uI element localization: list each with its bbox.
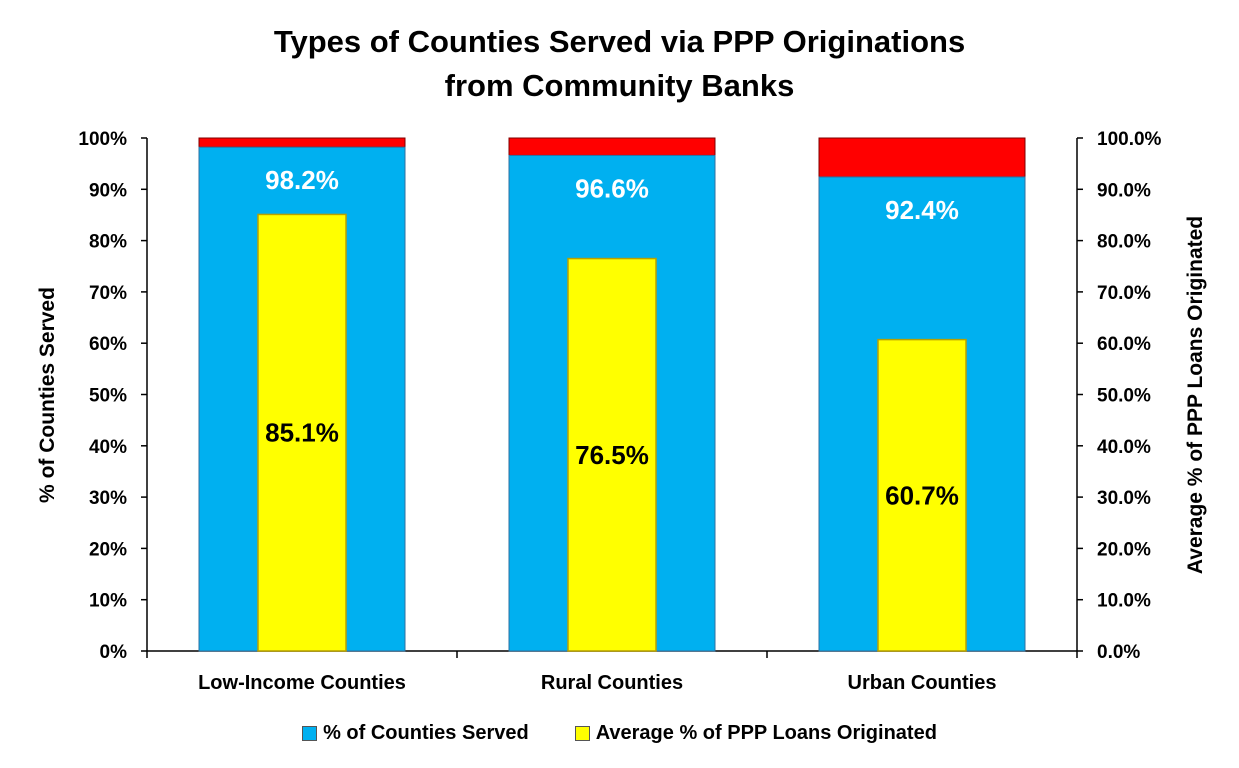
y-tick-label-right: 20.0% [1097,539,1151,560]
legend-swatch-yellow [574,726,590,741]
y-tick-label-left: 50% [89,386,127,407]
y-tick-label-right: 90.0% [1097,180,1151,201]
y-tick-label-right: 10.0% [1097,591,1151,612]
legend-label: Average % of PPP Loans Originated [595,722,937,744]
bar-ppp-loans [877,338,967,652]
data-label-counties-served: 92.4% [885,195,959,225]
x-category-label: Rural Counties [541,672,683,694]
y-tick-label-right: 60.0% [1097,334,1151,355]
y-tick-label-left: 20% [89,539,127,560]
legend: % of Counties Served Average % of PPP Lo… [0,722,1239,745]
y-tick-label-left: 10% [89,591,127,612]
y-tick-label-left: 90% [89,180,127,201]
data-label-counties-served: 96.6% [575,173,649,203]
y-tick-label-left: 100% [78,129,127,150]
y-tick-label-left: 30% [89,488,127,509]
y-tick-label-right: 80.0% [1097,232,1151,253]
data-label-ppp-loans: 60.7% [885,480,959,510]
bar-remainder [818,137,1026,178]
data-label-counties-served: 98.2% [265,165,339,195]
legend-item-ppp-loans: Average % of PPP Loans Originated [574,722,937,745]
bar-ppp-loans [567,257,657,652]
y-tick-label-left: 40% [89,437,127,458]
y-tick-label-right: 70.0% [1097,283,1151,304]
legend-swatch-blue [302,726,318,741]
y-tick-label-right: 0.0% [1097,642,1140,663]
data-label-ppp-loans: 85.1% [265,418,339,448]
y-tick-label-left: 80% [89,232,127,253]
chart-title: Types of Counties Served via PPP Origina… [0,20,1239,108]
y-tick-label-left: 0% [100,642,128,663]
chart-title-line-1: Types of Counties Served via PPP Origina… [273,24,966,59]
bar-remainder [508,137,716,156]
y-tick-label-right: 40.0% [1097,437,1151,458]
y-tick-label-right: 50.0% [1097,386,1151,407]
y-tick-label-right: 100.0% [1097,129,1162,150]
x-category-label: Urban Counties [848,672,997,694]
data-label-ppp-loans: 76.5% [575,440,649,470]
legend-item-counties-served: % of Counties Served [302,722,529,745]
y-axis-title-left: % of Counties Served [36,287,59,503]
y-tick-label-right: 30.0% [1097,488,1151,509]
y-axis-title-right: Average % of PPP Loans Originated [1184,216,1207,574]
y-tick-label-left: 70% [89,283,127,304]
bar-remainder [198,137,406,148]
x-category-label: Low-Income Counties [198,672,406,694]
legend-label: % of Counties Served [323,722,529,744]
chart-title-line-2: from Community Banks [444,68,795,103]
bar-ppp-loans [257,213,347,652]
y-tick-label-left: 60% [89,334,127,355]
